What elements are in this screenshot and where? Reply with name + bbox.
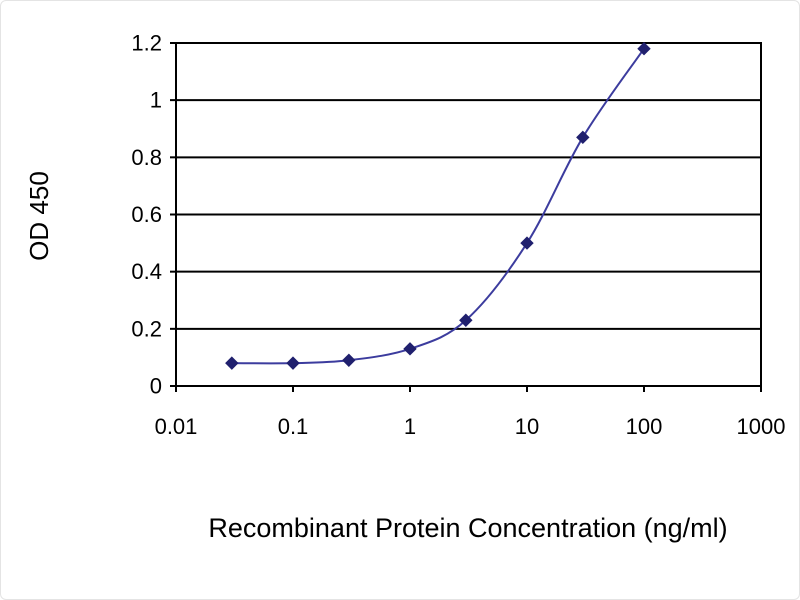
data-point-marker (576, 130, 590, 145)
data-point-marker (286, 356, 300, 370)
data-point-marker (342, 353, 356, 367)
x-axis-title: Recombinant Protein Concentration (ng/ml… (208, 513, 728, 543)
data-point-marker (637, 42, 651, 56)
x-tick-label: 0.1 (278, 414, 309, 439)
y-tick-label: 0.8 (131, 145, 162, 170)
data-point-marker (520, 236, 534, 250)
x-tick-label: 0.01 (155, 414, 198, 439)
y-axis-title: OD 450 (24, 171, 54, 261)
y-tick-label: 0.6 (131, 202, 162, 227)
x-tick-label: 100 (626, 414, 663, 439)
x-tick-label: 1 (404, 414, 416, 439)
series-line (231, 48, 645, 365)
data-point-marker (403, 342, 417, 356)
data-point-marker (459, 313, 473, 327)
y-tick-label: 1 (150, 88, 162, 113)
x-tick-label: 1000 (737, 414, 786, 439)
y-tick-label: 0.2 (131, 316, 162, 341)
x-tick-label: 10 (515, 414, 539, 439)
y-tick-label: 1.2 (131, 30, 162, 55)
data-point-marker (225, 356, 239, 370)
y-tick-label: 0.4 (131, 259, 162, 284)
y-tick-label: 0 (150, 373, 162, 398)
